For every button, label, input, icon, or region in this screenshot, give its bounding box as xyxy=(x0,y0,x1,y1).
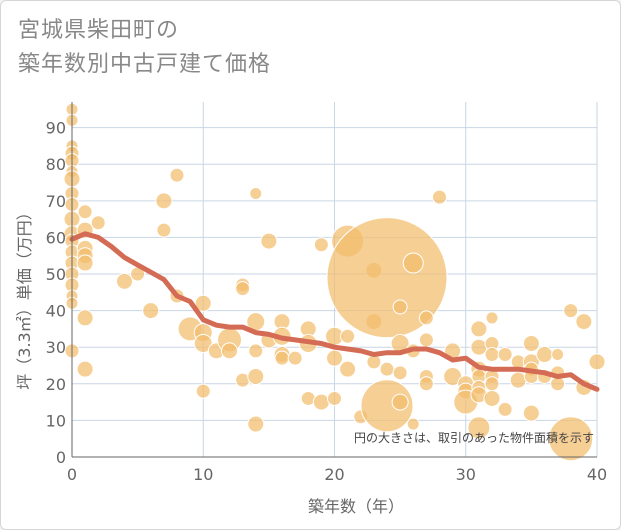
bubble xyxy=(326,217,448,339)
bubble xyxy=(575,313,593,331)
axes xyxy=(71,102,597,458)
tick-labels: 0 10 20 30 40 50 60 70 80 90 0 10 20 30 40 xyxy=(46,119,608,484)
bubble xyxy=(235,281,251,297)
x-axis-label: 築年数（年） xyxy=(308,497,404,516)
bubble xyxy=(195,383,211,399)
bubble xyxy=(392,299,408,315)
x-tick-label: 10 xyxy=(193,465,213,484)
y-axis-label: 坪（3.3㎡）単価（万円） xyxy=(15,204,34,389)
y-tick-label: 70 xyxy=(46,192,66,211)
bubble xyxy=(406,417,420,431)
bubble xyxy=(340,328,356,344)
bubble xyxy=(418,332,434,348)
bubble xyxy=(551,348,565,362)
bubble xyxy=(483,389,501,407)
bubble xyxy=(391,393,409,411)
bubble xyxy=(522,404,540,422)
bubble xyxy=(312,393,330,411)
x-tick-label: 20 xyxy=(324,465,344,484)
bubble xyxy=(90,215,106,231)
bubble xyxy=(392,365,408,381)
bubble xyxy=(379,361,395,377)
bubble xyxy=(536,346,553,364)
bubble xyxy=(313,237,329,253)
bubble xyxy=(327,390,342,406)
bubble xyxy=(249,186,263,200)
bubble xyxy=(287,350,303,366)
y-tick-label: 80 xyxy=(46,155,66,174)
bubble xyxy=(522,335,540,353)
bubble xyxy=(76,254,94,272)
bubble xyxy=(497,347,513,363)
bubble xyxy=(156,222,172,238)
bubble xyxy=(142,302,160,320)
bubble xyxy=(432,189,447,205)
bubble xyxy=(260,232,278,250)
bubble xyxy=(194,294,212,312)
y-tick-label: 50 xyxy=(46,265,66,284)
y-tick-label: 20 xyxy=(46,375,66,394)
bubble xyxy=(247,415,265,433)
bubble xyxy=(326,349,343,367)
x-tick-label: 0 xyxy=(67,465,77,484)
y-tick-label: 0 xyxy=(56,448,66,467)
y-tick-label: 90 xyxy=(46,119,66,138)
bubble xyxy=(509,371,527,389)
x-tick-label: 30 xyxy=(456,465,476,484)
bubble xyxy=(116,272,133,290)
bubble xyxy=(470,338,488,356)
bubble xyxy=(484,347,500,363)
bubble xyxy=(418,376,434,392)
bubble xyxy=(247,367,265,385)
trend-line xyxy=(69,231,600,392)
bubble xyxy=(169,167,185,183)
bubble xyxy=(77,204,93,220)
bubble xyxy=(274,350,290,366)
y-tick-label: 30 xyxy=(46,338,66,357)
bubble xyxy=(248,343,264,359)
bubble xyxy=(484,376,500,392)
size-note: 円の大きさは、取引のあった物件面積を示す xyxy=(354,430,594,445)
y-tick-label: 60 xyxy=(46,228,66,247)
y-tick-label: 10 xyxy=(46,411,66,430)
bubble xyxy=(221,342,238,360)
bubble xyxy=(470,320,488,338)
bubble xyxy=(588,353,606,371)
bubble xyxy=(76,360,94,378)
bubble xyxy=(402,252,424,274)
bubble xyxy=(418,310,434,326)
bubble xyxy=(497,401,513,417)
bubble xyxy=(467,416,491,440)
chart-title: 宮城県柴田町の 築年数別中古戸建て価格 xyxy=(18,18,272,77)
y-tick-label: 40 xyxy=(46,302,66,321)
bubble xyxy=(155,192,173,210)
x-tick-label: 40 xyxy=(587,465,607,484)
bubble xyxy=(76,309,94,327)
bubble xyxy=(360,379,414,433)
bubble xyxy=(339,360,357,378)
bubble xyxy=(485,311,499,325)
bubble xyxy=(563,303,579,319)
bubble xyxy=(548,416,594,462)
